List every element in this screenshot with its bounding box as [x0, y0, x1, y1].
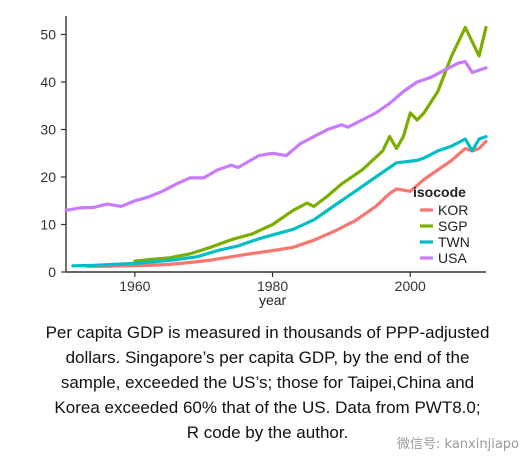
chart-area: 0 10 20 30 40 50 1960 1980 2000 year isocode KO… [40, 16, 488, 308]
y-tick-label: 40 [40, 74, 56, 90]
legend-label-usa: USA [438, 250, 467, 266]
caption-line: dollars. Singapore’s per capita GDP, by … [65, 348, 470, 367]
series-line-sgp [133, 25, 488, 263]
series-line-usa [64, 59, 488, 212]
legend-label-sgp: SGP [438, 218, 468, 234]
x-axis: 1960 1980 2000 [66, 271, 486, 294]
gdp-line-chart: 0 10 20 30 40 50 1960 1980 2000 year isocode KO… [40, 16, 488, 308]
series-line-kor [85, 139, 488, 268]
y-tick-label: 0 [48, 264, 56, 280]
series-lines [64, 25, 488, 268]
x-tick-label: 1960 [119, 278, 150, 294]
caption-line: R code by the author. [186, 423, 349, 442]
caption-line: sample, exceeded the US’s; those for Tai… [60, 373, 475, 392]
series-line-twn [71, 135, 488, 268]
y-tick-label: 30 [40, 122, 56, 138]
y-tick-label: 20 [40, 169, 56, 185]
y-tick-label: 50 [40, 27, 56, 43]
x-tick-label: 2000 [395, 278, 426, 294]
x-axis-title: year [259, 292, 287, 308]
caption: Per capita GDP is measured in thousands … [10, 320, 525, 445]
x-tick-label: 1980 [257, 278, 288, 294]
legend-label-twn: TWN [438, 234, 470, 250]
caption-line: Per capita GDP is measured in thousands … [45, 323, 490, 342]
legend-title: isocode [413, 184, 466, 200]
watermark: 微信号: kanxinjiapo [397, 437, 519, 452]
legend-label-kor: KOR [438, 202, 468, 218]
caption-line: Korea exceeded 60% that of the US. Data … [54, 398, 481, 417]
y-axis: 0 10 20 30 40 50 [40, 16, 67, 280]
y-tick-label: 10 [40, 217, 56, 233]
